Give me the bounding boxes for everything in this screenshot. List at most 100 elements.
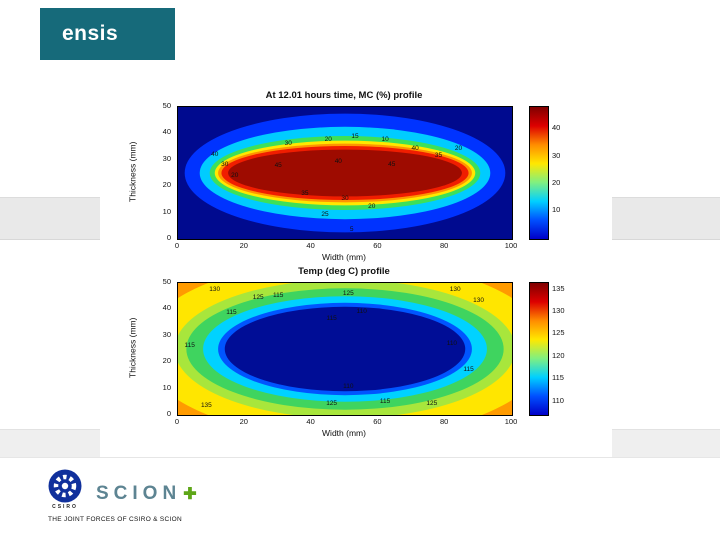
contour-label: 20	[324, 135, 332, 143]
contour-label: 30	[221, 160, 229, 168]
x-tick-label: 40	[306, 241, 315, 250]
y-tick-label: 20	[162, 180, 171, 190]
contour-label: 130	[473, 297, 485, 305]
plot-area: 30 20 15 10 40 30 20 20 35 40 45 40 45 35 30 20 25 5	[177, 106, 513, 240]
y-tick-label: 0	[166, 233, 171, 242]
y-tick-label: 50	[162, 101, 171, 110]
colorbar-tick-label: 135	[552, 283, 565, 293]
contour-label: 25	[321, 210, 329, 218]
brand-label: ensis	[62, 22, 119, 45]
x-axis-ticks: 0 20 40 60 80 100	[174, 241, 517, 252]
x-tick-label: 0	[174, 417, 180, 426]
x-tick-label: 100	[504, 241, 518, 250]
contour-label: 40	[411, 144, 419, 152]
scion-label: SCION	[96, 483, 182, 504]
x-axis-label: Width (mm)	[322, 428, 366, 438]
contour-layer	[224, 306, 466, 392]
y-tick-label: 10	[162, 382, 171, 392]
x-axis-ticks: 0 20 40 60 80 100	[174, 417, 517, 428]
y-tick-label: 40	[162, 303, 171, 313]
x-tick-label: 60	[373, 417, 382, 426]
csiro-sun-icon	[48, 469, 82, 503]
colorbar-tick-label: 40	[552, 122, 561, 132]
x-tick-label: 0	[174, 241, 180, 250]
contour-label: 125	[342, 289, 354, 297]
x-tick-label: 100	[504, 417, 518, 426]
x-tick-label: 20	[239, 417, 248, 426]
y-tick-label: 0	[166, 409, 171, 418]
contour-layer	[228, 149, 462, 197]
contour-label: 110	[343, 383, 354, 391]
colorbar-tick-label: 120	[552, 350, 565, 360]
figure-panel: At 12.01 hours time, MC (%) profile Thic…	[100, 85, 612, 457]
contour-label: 125	[252, 293, 264, 301]
x-tick-label: 80	[440, 417, 449, 426]
contour-label: 40	[334, 158, 342, 166]
y-tick-label: 10	[162, 206, 171, 216]
y-axis-ticks: 0 10 20 30 40 50	[144, 278, 174, 418]
chart-title: At 12.01 hours time, MC (%) profile	[265, 90, 423, 101]
contour-label: 115	[226, 309, 237, 317]
y-axis-label: Thickness (mm)	[127, 317, 138, 379]
y-tick-label: 30	[162, 153, 171, 163]
temp-profile-chart: Temp (deg C) profile Thickness (mm) 0 10 2…	[100, 266, 612, 444]
mc-profile-chart: At 12.01 hours time, MC (%) profile Thic…	[100, 90, 612, 268]
colorbar-tick-label: 125	[552, 328, 565, 338]
contour-label: 115	[184, 342, 195, 350]
colorbar-ticks: 135 130 125 120 115 110	[552, 282, 586, 414]
contour-label: 115	[273, 291, 284, 299]
contour-label: 35	[434, 151, 443, 159]
csiro-logo	[48, 469, 82, 503]
contour-label: 110	[356, 307, 367, 315]
csiro-wordmark: CSIRO	[52, 504, 78, 510]
contour-label: 135	[200, 401, 212, 409]
contour-label: 35	[301, 189, 309, 197]
y-axis-label: Thickness (mm)	[127, 141, 138, 203]
contour-label: 125	[326, 400, 338, 408]
contour-label: 5	[349, 225, 354, 233]
colorbar	[529, 282, 549, 416]
colorbar-tick-label: 115	[552, 373, 564, 383]
colorbar-tick-label: 30	[552, 150, 561, 160]
contour-field	[178, 107, 512, 239]
x-tick-label: 40	[306, 417, 315, 426]
contour-label: 115	[463, 365, 474, 373]
colorbar-ticks: 40 30 20 10	[552, 106, 586, 238]
contour-label: 130	[209, 285, 221, 293]
contour-label: 30	[341, 195, 349, 203]
chart-title: Temp (deg C) profile	[298, 266, 390, 277]
x-tick-label: 80	[440, 241, 449, 250]
colorbar-tick-label: 20	[552, 178, 561, 187]
colorbar-tick-label: 10	[552, 205, 561, 215]
x-tick-label: 60	[373, 241, 382, 250]
scion-wordmark: SCION ✚	[96, 483, 197, 505]
contour-label: 30	[284, 139, 292, 147]
contour-label: 110	[446, 339, 458, 347]
contour-label: 45	[274, 162, 282, 170]
contour-field	[178, 283, 512, 415]
contour-label: 15	[351, 133, 359, 141]
contour-label: 20	[454, 144, 463, 152]
y-axis-ticks: 0 10 20 30 40 50	[144, 102, 174, 242]
contour-label: 20	[231, 171, 239, 179]
contour-label: 130	[449, 285, 461, 293]
y-tick-label: 40	[162, 127, 171, 137]
colorbar	[529, 106, 549, 240]
brand-banner: ensis	[40, 8, 175, 60]
contour-label: 45	[388, 160, 396, 168]
contour-label: 115	[379, 397, 391, 405]
x-axis-label: Width (mm)	[322, 252, 366, 262]
contour-label: 10	[381, 135, 389, 143]
scion-plus-icon: ✚	[183, 486, 197, 503]
x-tick-label: 20	[239, 241, 248, 250]
colorbar-tick-label: 110	[552, 395, 564, 405]
contour-label: 125	[426, 400, 438, 408]
colorbar-tick-label: 130	[552, 306, 565, 316]
y-tick-label: 30	[162, 329, 171, 339]
contour-label: 40	[211, 150, 219, 158]
contour-label: 115	[326, 314, 337, 322]
plot-area: 130 125 115 115 125 110 115 130 130 110 115 110 125 1…	[177, 282, 513, 416]
footer-tagline: THE JOINT FORCES OF CSIRO & SCION	[48, 516, 183, 523]
contour-label: 20	[368, 203, 376, 211]
